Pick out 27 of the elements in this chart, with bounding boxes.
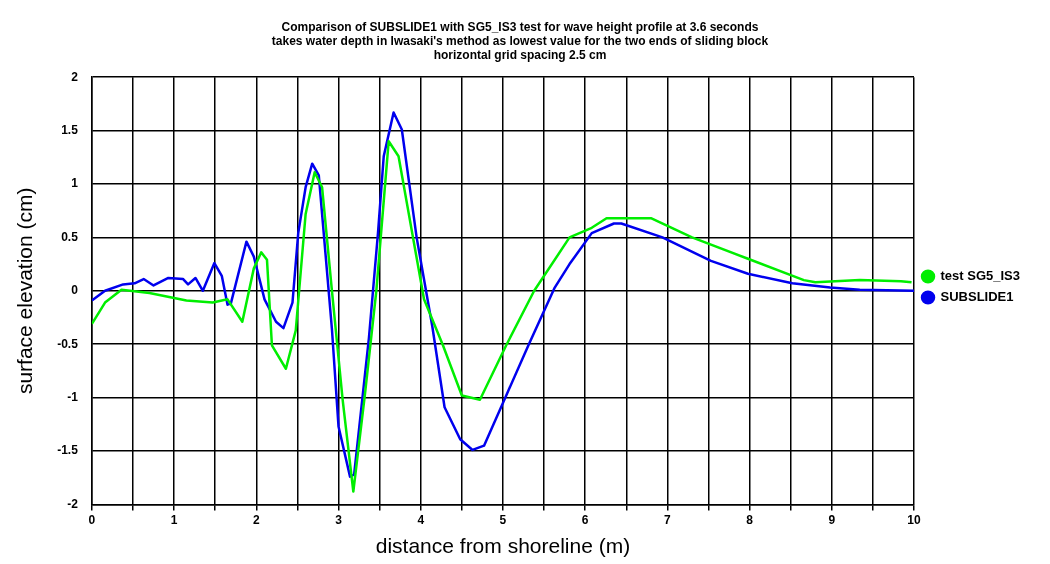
x-tick-label: 4: [417, 512, 425, 527]
y-tick-label: -0.5: [57, 336, 79, 351]
x-tick-label: 5: [499, 512, 507, 527]
text: takes water depth in Iwasaki's method as lowest value for the two ends of sliding block: [271, 33, 769, 48]
legend-label: test SG5_IS3: [940, 268, 1021, 284]
legend-label: SUBSLIDE1: [940, 289, 1014, 305]
x-axis-title: distance from shoreline (m): [375, 534, 631, 558]
x-tick-label: 0: [88, 512, 96, 527]
y-tick-label: -1.5: [57, 443, 79, 458]
text: Comparison of SUBSLIDE1 with SG5_IS3 test for wave height profile at 3.6 seconds: [281, 19, 759, 34]
text: horizontal grid spacing 2.5 cm: [433, 48, 607, 63]
x-tick-label: 10: [907, 512, 922, 527]
x-tick-label: 7: [664, 512, 672, 527]
x-tick-label: 8: [746, 512, 754, 527]
x-tick-label: 1: [170, 512, 178, 527]
x-tick-label: 2: [252, 512, 260, 527]
y-tick-label: 0: [71, 283, 79, 298]
y-tick-label: -2: [67, 496, 79, 511]
y-tick-label: 1: [71, 176, 79, 191]
y-tick-label: 1.5: [61, 122, 79, 137]
x-tick-label: 9: [828, 512, 836, 527]
y-tick-label: 2: [71, 69, 79, 84]
y-axis-title: surface elevation (cm): [13, 187, 37, 395]
y-tick-label: -1: [67, 389, 79, 404]
y-tick-label: 0.5: [61, 229, 79, 244]
x-tick-label: 3: [335, 512, 343, 527]
x-tick-label: 6: [581, 512, 589, 527]
